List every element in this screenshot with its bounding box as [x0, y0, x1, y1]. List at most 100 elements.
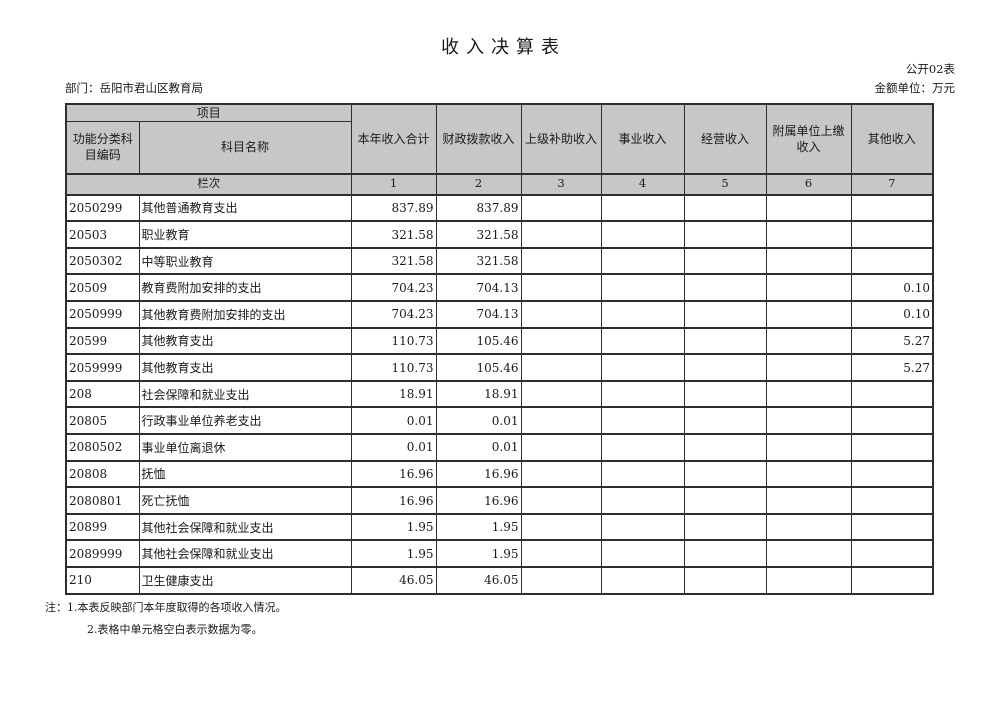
row-value-cell: 46.05: [435, 566, 522, 595]
row-value-cell: [520, 379, 602, 409]
row-code-cell: 20503: [65, 220, 140, 249]
row-value-cell: [600, 566, 685, 595]
row-name-cell: 其他社会保障和就业支出: [138, 539, 352, 568]
row-value-cell: [600, 433, 685, 462]
row-code-cell: 2089999: [65, 539, 140, 568]
row-value-cell: [683, 566, 767, 595]
row-value-cell: [600, 246, 685, 276]
row-value-cell: [683, 486, 767, 515]
table-row: 2059999 其他教育支出 110.73 105.46 5.27: [65, 353, 934, 382]
row-value-cell: 0.01: [350, 406, 437, 436]
header-row-project: 项目 本年收入合计 财政拨款收入 上级补助收入 事业收入 经营收入 附属单位上缴…: [65, 103, 934, 175]
table-row: 20899 其他社会保障和就业支出 1.95 1.95: [65, 512, 934, 542]
row-value-cell: [765, 220, 852, 249]
row-value-cell: [765, 512, 852, 542]
row-name-cell: 事业单位离退休: [138, 433, 352, 462]
row-name-cell: 中等职业教育: [138, 246, 352, 276]
row-value-cell: [850, 220, 934, 249]
row-value-cell: [520, 220, 602, 249]
footnote-line: 注：1.本表反映部门本年度取得的各项收入情况。: [45, 601, 287, 614]
row-value-cell: [520, 273, 602, 303]
row-code-cell: 2080801: [65, 486, 140, 515]
row-name-cell: 其他教育支出: [138, 326, 352, 356]
row-name-cell: 职业教育: [138, 220, 352, 249]
table-body: 2050299 其他普通教育支出 837.89 837.89 20503 职业教…: [65, 193, 934, 595]
row-value-cell: 321.58: [435, 220, 522, 249]
row-value-cell: 105.46: [435, 326, 522, 356]
row-code-cell: 20509: [65, 273, 140, 303]
row-value-cell: [600, 300, 685, 329]
footnote-line: 2.表格中单元格空白表示数据为零。: [87, 623, 263, 636]
row-value-cell: [683, 273, 767, 303]
column-number: 4: [600, 172, 685, 196]
row-value-cell: [520, 539, 602, 568]
row-value-cell: [520, 326, 602, 356]
header-superior-subsidy: 上级补助收入: [520, 103, 602, 175]
row-value-cell: 0.01: [435, 433, 522, 462]
table-row: 2080801 死亡抚恤 16.96 16.96: [65, 486, 934, 515]
row-value-cell: [765, 566, 852, 595]
row-value-cell: [850, 193, 934, 223]
footnotes: 注：1.本表反映部门本年度取得的各项收入情况。 2.表格中单元格空白表示数据为零…: [45, 602, 287, 635]
row-value-cell: [683, 326, 767, 356]
row-name-cell: 其他教育支出: [138, 353, 352, 382]
row-value-cell: 110.73: [350, 353, 437, 382]
row-value-cell: 704.23: [350, 300, 437, 329]
row-name-cell: 其他教育费附加安排的支出: [138, 300, 352, 329]
row-value-cell: [683, 193, 767, 223]
row-value-cell: 5.27: [850, 326, 934, 356]
row-value-cell: [765, 326, 852, 356]
row-code-cell: 208: [65, 379, 140, 409]
table-row: 20805 行政事业单位养老支出 0.01 0.01: [65, 406, 934, 436]
header-row-column-numbers: 栏次 1 2 3 4 5 6 7: [65, 172, 934, 196]
table-row: 20509 教育费附加安排的支出 704.23 704.13 0.10: [65, 273, 934, 303]
row-name-cell: 卫生健康支出: [138, 566, 352, 595]
row-value-cell: [683, 459, 767, 489]
row-value-cell: [683, 246, 767, 276]
row-value-cell: 0.01: [350, 433, 437, 462]
row-value-cell: [520, 459, 602, 489]
row-value-cell: [850, 379, 934, 409]
row-value-cell: 16.96: [435, 459, 522, 489]
table-row: 2050302 中等职业教育 321.58 321.58: [65, 246, 934, 276]
header-institution-income: 事业收入: [600, 103, 685, 175]
row-value-cell: [600, 273, 685, 303]
row-value-cell: 105.46: [435, 353, 522, 382]
column-number: 7: [850, 172, 934, 196]
row-name-cell: 抚恤: [138, 459, 352, 489]
row-value-cell: 837.89: [350, 193, 437, 223]
table-row: 208 社会保障和就业支出 18.91 18.91: [65, 379, 934, 409]
row-value-cell: 321.58: [350, 246, 437, 276]
row-value-cell: 0.01: [435, 406, 522, 436]
row-value-cell: [520, 353, 602, 382]
row-value-cell: [683, 379, 767, 409]
row-value-cell: 704.13: [435, 300, 522, 329]
row-value-cell: [683, 433, 767, 462]
row-name-cell: 教育费附加安排的支出: [138, 273, 352, 303]
row-value-cell: [600, 220, 685, 249]
row-value-cell: [850, 459, 934, 489]
row-value-cell: [850, 539, 934, 568]
row-value-cell: [850, 486, 934, 515]
amount-unit-label: 金额单位：万元: [874, 81, 956, 95]
row-value-cell: [600, 406, 685, 436]
row-code-cell: 2059999: [65, 353, 140, 382]
row-value-cell: [765, 459, 852, 489]
table-row: 20808 抚恤 16.96 16.96: [65, 459, 934, 489]
row-value-cell: 704.23: [350, 273, 437, 303]
row-value-cell: 321.58: [435, 246, 522, 276]
header-project: 项目: [65, 103, 352, 123]
row-value-cell: [765, 433, 852, 462]
row-value-cell: [850, 433, 934, 462]
row-value-cell: [765, 246, 852, 276]
table-row: 2050299 其他普通教育支出 837.89 837.89: [65, 193, 934, 223]
row-value-cell: [520, 512, 602, 542]
row-value-cell: [600, 539, 685, 568]
row-value-cell: [765, 193, 852, 223]
row-value-cell: [683, 353, 767, 382]
doc-number-label: 公开02表: [905, 62, 955, 76]
row-name-cell: 其他社会保障和就业支出: [138, 512, 352, 542]
row-value-cell: [600, 512, 685, 542]
row-value-cell: 1.95: [435, 512, 522, 542]
page-title: 收入决算表: [441, 37, 566, 58]
